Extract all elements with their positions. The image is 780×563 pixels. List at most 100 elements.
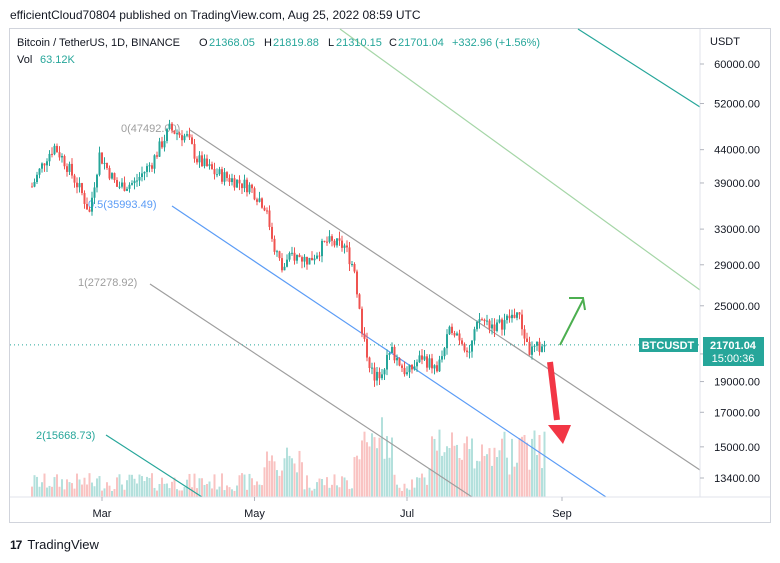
volume-bar [453, 445, 456, 497]
legend-vol-label: Vol [17, 54, 32, 66]
volume-bar [363, 431, 366, 497]
volume-bar [316, 482, 318, 497]
candle-body [63, 156, 66, 167]
legend-change: +332.96 (+1.56%) [452, 37, 540, 49]
volume-bar [108, 485, 111, 497]
candle-body [436, 365, 438, 372]
volume-bar [423, 477, 426, 497]
volume-bar [176, 489, 178, 497]
candle-body [96, 174, 98, 188]
candle-body [266, 210, 268, 212]
fib-level-05-line [171, 205, 607, 498]
time-tick-label: Mar [93, 508, 112, 520]
volume-bar [338, 487, 341, 497]
candle-body [541, 346, 543, 352]
chart-frame[interactable] [9, 28, 771, 523]
footer-brand[interactable]: TradingView [27, 537, 99, 552]
volume-bar [428, 468, 431, 497]
volume-bar [451, 432, 453, 497]
candle-body [146, 166, 148, 172]
volume-bar [381, 417, 383, 497]
volume-bar [171, 481, 173, 497]
volume-bar [298, 450, 301, 497]
volume-bar [311, 490, 313, 497]
candle-body [443, 348, 446, 357]
candle-body [121, 182, 123, 187]
candle-body [243, 179, 246, 189]
price-tick-label: 19000.00 [714, 377, 760, 389]
candle-body [293, 252, 296, 261]
volume-bar [193, 473, 196, 497]
volume-bar [228, 487, 231, 497]
volume-bar [476, 460, 478, 497]
candle-body [81, 183, 83, 194]
volume-bar [251, 478, 253, 497]
candle-body [171, 123, 173, 131]
candle-body [101, 152, 103, 164]
volume-bar [466, 436, 468, 497]
candle-body [46, 161, 48, 166]
legend-h-value: 21819.88 [273, 37, 319, 49]
candle-body [396, 358, 398, 361]
price-tick-label: 39000.00 [714, 178, 760, 190]
volume-bar [123, 489, 126, 497]
volume-bar [383, 458, 386, 497]
volume-bar [256, 481, 258, 497]
volume-bar [296, 472, 298, 497]
volume-bar [371, 433, 373, 497]
candle-body [523, 329, 526, 339]
volume-bar [186, 479, 188, 497]
volume-bar [308, 487, 311, 497]
candle-body [108, 167, 111, 179]
volume-bar [218, 486, 221, 497]
candle-body [203, 158, 206, 167]
candle-body [446, 334, 448, 349]
candle-body [503, 320, 506, 330]
candle-body [176, 133, 178, 135]
volume-bar [51, 486, 53, 497]
candle-body [301, 257, 303, 262]
volume-bar [473, 468, 476, 497]
candle-body [296, 254, 298, 261]
candle-body [246, 179, 248, 193]
volume-bar [238, 475, 241, 497]
candle-body [286, 259, 288, 267]
volume-bar [508, 474, 511, 497]
candle-body [178, 133, 181, 136]
volume-bar [178, 490, 181, 497]
candle-body [406, 372, 408, 375]
fib-level-label: 1(27278.92) [78, 277, 137, 289]
volume-bar [266, 451, 268, 497]
volume-bar [36, 476, 38, 497]
volume-bar [481, 444, 483, 497]
candle-body [461, 340, 463, 344]
volume-bar [203, 484, 206, 497]
volume-bar [93, 486, 96, 497]
candle-body [438, 359, 441, 372]
candle-body [326, 241, 328, 243]
volume-bar [236, 485, 238, 497]
candle-body [518, 312, 521, 315]
candle-body [393, 346, 396, 361]
candle-body [501, 319, 503, 330]
candle-body [346, 245, 348, 248]
candle-body [191, 137, 193, 144]
candle-body [126, 188, 128, 191]
volume-bar [493, 447, 496, 497]
volume-bar [73, 488, 76, 497]
volume-bar [66, 479, 68, 497]
volume-bar [191, 487, 193, 497]
volume-bar [328, 487, 331, 497]
candle-body [403, 367, 406, 375]
candle-body [528, 341, 531, 355]
legend-ohlc: O 21368.05 H 21819.88 L 21310.15 C 21701… [199, 37, 540, 49]
volume-bar [346, 480, 348, 497]
volume-bar [403, 483, 406, 497]
candle-body [526, 338, 528, 342]
last-price-bg [703, 337, 764, 366]
volume-bar [118, 474, 121, 497]
candle-body [373, 367, 376, 381]
volume-bar [43, 473, 46, 497]
legend-o-value: 21368.05 [209, 37, 255, 49]
